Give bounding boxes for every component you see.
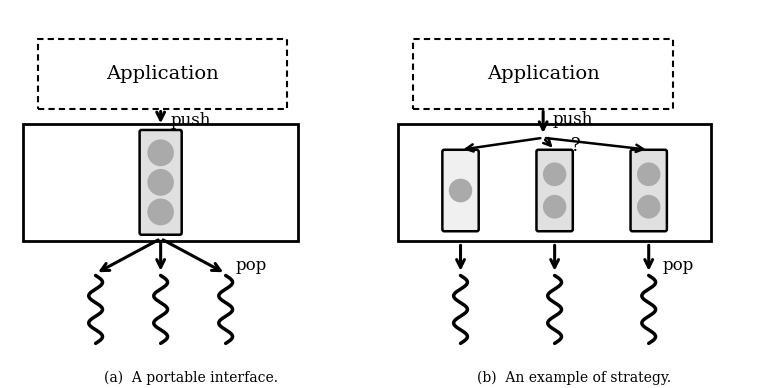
Text: Application: Application — [487, 65, 600, 83]
Bar — [398, 124, 711, 241]
Text: (a)  A portable interface.: (a) A portable interface. — [104, 371, 278, 386]
Text: pop: pop — [662, 257, 694, 274]
Text: push: push — [170, 112, 210, 129]
Text: ?: ? — [571, 137, 581, 155]
Circle shape — [148, 199, 173, 224]
Circle shape — [450, 180, 471, 201]
Circle shape — [544, 196, 565, 218]
Text: (b)  An example of strategy.: (b) An example of strategy. — [477, 371, 671, 386]
Bar — [23, 124, 298, 241]
Text: Application: Application — [106, 65, 219, 83]
FancyBboxPatch shape — [630, 150, 667, 231]
Bar — [38, 39, 287, 109]
Circle shape — [638, 196, 659, 218]
Text: push: push — [552, 111, 593, 128]
Circle shape — [544, 163, 565, 185]
Circle shape — [638, 163, 659, 185]
Bar — [413, 39, 673, 109]
FancyBboxPatch shape — [536, 150, 573, 231]
Circle shape — [148, 170, 173, 195]
Circle shape — [148, 140, 173, 165]
FancyBboxPatch shape — [442, 150, 479, 231]
FancyBboxPatch shape — [139, 130, 182, 235]
Text: pop: pop — [236, 257, 267, 274]
